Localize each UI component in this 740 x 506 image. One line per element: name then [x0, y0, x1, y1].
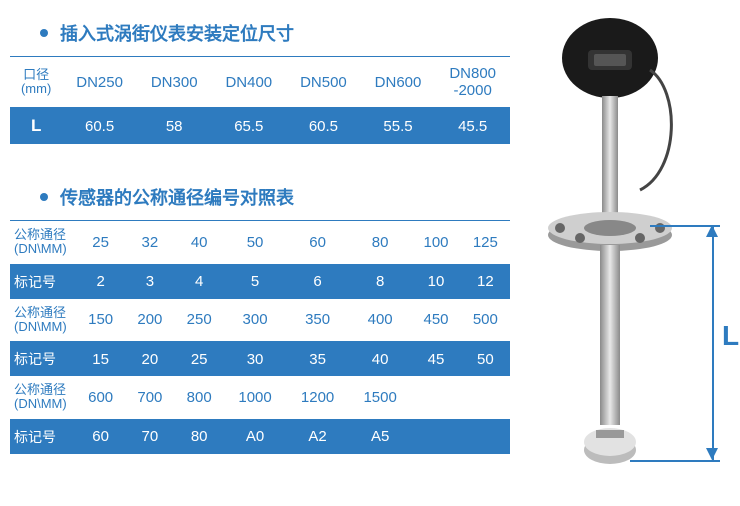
t2-mark: 5 — [224, 264, 287, 299]
t2-dn: 400 — [349, 299, 412, 342]
t2-dn: 25 — [76, 221, 125, 265]
t1-header: DN500 — [286, 57, 361, 108]
t1-value: 58 — [137, 108, 212, 145]
t2-mark: 45 — [411, 342, 460, 377]
t2-mark: A0 — [224, 419, 287, 454]
dn-mark-table: 公称通径(DN\MM) 25 32 40 50 60 80 100 125 标记… — [10, 220, 510, 454]
section-title-2: 传感器的公称通径编号对照表 — [10, 174, 510, 220]
t2-dn: 500 — [461, 299, 510, 342]
t1-row-label: L — [10, 108, 62, 145]
t2-mark — [461, 419, 510, 454]
t2-mark: 10 — [411, 264, 460, 299]
t2-dn: 1200 — [286, 376, 349, 419]
t2-mark: 20 — [125, 342, 174, 377]
t2-mark: 12 — [461, 264, 510, 299]
t2-dn: 125 — [461, 221, 510, 265]
t2-dn: 700 — [125, 376, 174, 419]
t2-mark: 8 — [349, 264, 412, 299]
t2-mark: 15 — [76, 342, 125, 377]
t2-mark: 40 — [349, 342, 412, 377]
t2-dn: 450 — [411, 299, 460, 342]
t1-value: 65.5 — [212, 108, 287, 145]
t2-mark: 3 — [125, 264, 174, 299]
flowmeter-device-icon — [520, 10, 700, 490]
t2-mark: 30 — [224, 342, 287, 377]
t2-dn: 600 — [76, 376, 125, 419]
t2-mark — [411, 419, 460, 454]
t2-dn — [411, 376, 460, 419]
t2-dn: 250 — [175, 299, 224, 342]
t1-header: DN400 — [212, 57, 287, 108]
t2-mark: 35 — [286, 342, 349, 377]
t2-mark: 6 — [286, 264, 349, 299]
t2-dn: 300 — [224, 299, 287, 342]
t1-value: 60.5 — [286, 108, 361, 145]
t2-dn: 1500 — [349, 376, 412, 419]
t1-header-caliber: 口径(mm) — [10, 57, 62, 108]
t2-mark: 80 — [175, 419, 224, 454]
t2-dn: 1000 — [224, 376, 287, 419]
t2-dn — [461, 376, 510, 419]
t2-mark: A2 — [286, 419, 349, 454]
t2-mark-label: 标记号 — [10, 419, 76, 454]
title-2-text: 传感器的公称通径编号对照表 — [60, 184, 294, 210]
t2-dn: 150 — [76, 299, 125, 342]
dimension-label-L: L — [722, 320, 739, 352]
t1-value: 55.5 — [361, 108, 436, 145]
t2-mark: 2 — [76, 264, 125, 299]
t2-mark-label: 标记号 — [10, 342, 76, 377]
dim-leader-bottom — [630, 460, 720, 462]
t2-dn: 40 — [175, 221, 224, 265]
t2-mark: 70 — [125, 419, 174, 454]
t2-dn: 80 — [349, 221, 412, 265]
t2-mark-label: 标记号 — [10, 264, 76, 299]
arrow-down-icon — [706, 448, 718, 460]
dim-line-L — [712, 225, 714, 460]
t2-dn: 100 — [411, 221, 460, 265]
title-1-text: 插入式涡街仪表安装定位尺寸 — [60, 20, 294, 46]
t2-dn-label: 公称通径(DN\MM) — [10, 221, 76, 265]
t2-dn: 200 — [125, 299, 174, 342]
t2-mark: 25 — [175, 342, 224, 377]
t2-mark: 60 — [76, 419, 125, 454]
t1-header: DN600 — [361, 57, 436, 108]
t2-mark: 50 — [461, 342, 510, 377]
device-diagram-panel: L — [510, 0, 740, 506]
t2-dn: 800 — [175, 376, 224, 419]
t1-header: DN800-2000 — [435, 57, 510, 108]
t2-dn: 60 — [286, 221, 349, 265]
t2-dn-label: 公称通径(DN\MM) — [10, 376, 76, 419]
t2-dn-label: 公称通径(DN\MM) — [10, 299, 76, 342]
arrow-up-icon — [706, 225, 718, 237]
t1-header: DN300 — [137, 57, 212, 108]
install-dimension-table: 口径(mm) DN250 DN300 DN400 DN500 DN600 DN8… — [10, 56, 510, 144]
bullet-icon — [40, 29, 48, 37]
t1-header: DN250 — [62, 57, 137, 108]
t2-dn: 32 — [125, 221, 174, 265]
t2-dn: 350 — [286, 299, 349, 342]
t1-value: 60.5 — [62, 108, 137, 145]
t2-mark: 4 — [175, 264, 224, 299]
t2-mark: A5 — [349, 419, 412, 454]
t2-dn: 50 — [224, 221, 287, 265]
section-title-1: 插入式涡街仪表安装定位尺寸 — [10, 10, 510, 56]
bullet-icon — [40, 193, 48, 201]
t1-value: 45.5 — [435, 108, 510, 145]
